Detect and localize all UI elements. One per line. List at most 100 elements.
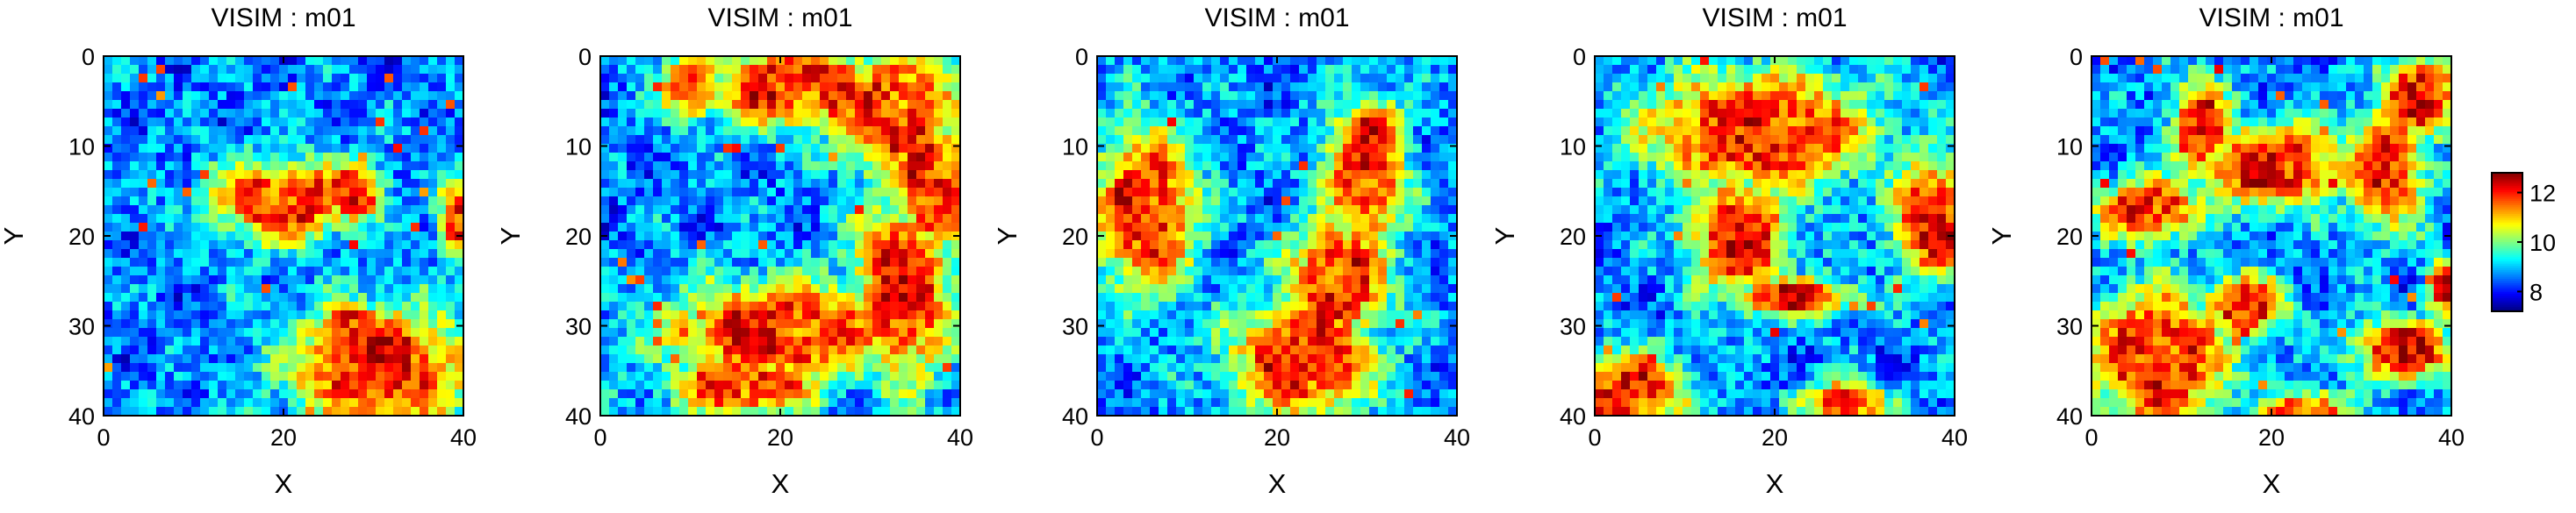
heatmap-cell — [1141, 232, 1151, 241]
heatmap-cell — [376, 328, 385, 338]
heatmap-cell — [732, 381, 742, 390]
heatmap-cell — [1413, 214, 1423, 224]
heatmap-cell — [767, 82, 777, 92]
heatmap-cell — [226, 328, 236, 338]
heatmap-cell — [104, 372, 113, 381]
heatmap-cell — [1290, 354, 1300, 364]
heatmap-cell — [600, 389, 610, 399]
heatmap-cell — [358, 170, 368, 180]
heatmap-cell — [235, 302, 245, 311]
heatmap-cell — [732, 354, 742, 364]
heatmap-cell — [367, 275, 377, 285]
heatmap-cell — [1413, 249, 1423, 259]
heatmap-cell — [411, 100, 420, 110]
heatmap-cell — [1194, 56, 1203, 66]
heatmap-cell — [341, 328, 350, 338]
heatmap-cell — [1290, 232, 1300, 241]
heatmap-cell — [916, 109, 926, 118]
heatmap-cell — [1202, 249, 1212, 259]
heatmap-cell — [811, 319, 821, 329]
heatmap-cell — [1281, 267, 1291, 276]
heatmap-cell — [314, 258, 324, 267]
heatmap-cell — [235, 82, 245, 92]
heatmap-cell — [1185, 56, 1195, 66]
heatmap-cell — [1413, 267, 1423, 276]
heatmap-cell — [332, 82, 341, 92]
heatmap-cell — [1220, 240, 1230, 250]
heatmap-cell — [288, 188, 298, 197]
heatmap-cell — [758, 363, 768, 373]
heatmap-cell — [872, 319, 882, 329]
heatmap-cell — [209, 223, 219, 232]
heatmap-cell — [671, 302, 680, 311]
heatmap-cell — [1308, 179, 1317, 189]
heatmap-cell — [1176, 135, 1186, 145]
heatmap-cell — [872, 65, 882, 75]
heatmap-cell — [446, 258, 456, 267]
heatmap-cell — [855, 56, 865, 66]
heatmap-cell — [1141, 302, 1151, 311]
heatmap-cell — [376, 161, 385, 171]
heatmap-cell — [943, 74, 952, 83]
heatmap-cell — [253, 82, 262, 92]
heatmap-cell — [890, 74, 900, 83]
heatmap-cell — [147, 240, 157, 250]
heatmap-cell — [1369, 302, 1379, 311]
heatmap-cell — [349, 389, 359, 399]
heatmap-cell — [270, 337, 280, 346]
heatmap-cell — [174, 188, 183, 197]
heatmap-cell — [837, 188, 847, 197]
heatmap-cell — [627, 74, 636, 83]
heatmap-cell — [1115, 337, 1124, 346]
heatmap-cell — [209, 346, 219, 355]
heatmap-cell — [846, 258, 856, 267]
heatmap-cell — [1334, 232, 1344, 241]
heatmap-cell — [706, 372, 715, 381]
heatmap-cell — [829, 389, 838, 399]
heatmap-cell — [332, 389, 341, 399]
heatmap-cell — [139, 214, 148, 224]
heatmap-cell — [758, 188, 768, 197]
heatmap-cell — [314, 354, 324, 364]
heatmap-cell — [147, 337, 157, 346]
heatmap-cell — [732, 179, 742, 189]
heatmap-cell — [767, 118, 777, 127]
heatmap-cell — [139, 179, 148, 189]
heatmap-cell — [244, 91, 254, 101]
heatmap-cell — [112, 363, 122, 373]
heatmap-cell — [1317, 346, 1326, 355]
heatmap-cell — [191, 223, 201, 232]
heatmap-cell — [437, 223, 447, 232]
heatmap-cell — [820, 100, 829, 110]
heatmap-cell — [908, 337, 917, 346]
heatmap-cell — [618, 346, 628, 355]
heatmap-cell — [1343, 65, 1353, 75]
heatmap-cell — [1141, 372, 1151, 381]
heatmap-cell — [811, 188, 821, 197]
heatmap-cell — [776, 389, 786, 399]
heatmap-cell — [446, 65, 456, 75]
heatmap-cell — [1334, 118, 1344, 127]
heatmap-cell — [618, 179, 628, 189]
heatmap-cell — [226, 91, 236, 101]
heatmap-cell — [600, 161, 610, 171]
heatmap-cell — [121, 65, 131, 75]
heatmap-cell — [235, 293, 245, 303]
heatmap-cell — [714, 161, 724, 171]
heatmap-cell — [750, 56, 759, 66]
heatmap-cell — [1352, 170, 1361, 180]
heatmap-cell — [644, 293, 654, 303]
heatmap-cell — [1185, 109, 1195, 118]
heatmap-cell — [349, 91, 359, 101]
heatmap-cell — [226, 214, 236, 224]
panel-title: VISIM : m01 — [707, 4, 852, 32]
heatmap-cell — [776, 319, 786, 329]
heatmap-cell — [1150, 214, 1159, 224]
heatmap-cell — [218, 126, 227, 136]
heatmap-cell — [1308, 135, 1317, 145]
heatmap-cell — [262, 56, 271, 66]
heatmap-cell — [305, 126, 315, 136]
heatmap-cell — [1141, 118, 1151, 127]
heatmap-cell — [890, 267, 900, 276]
